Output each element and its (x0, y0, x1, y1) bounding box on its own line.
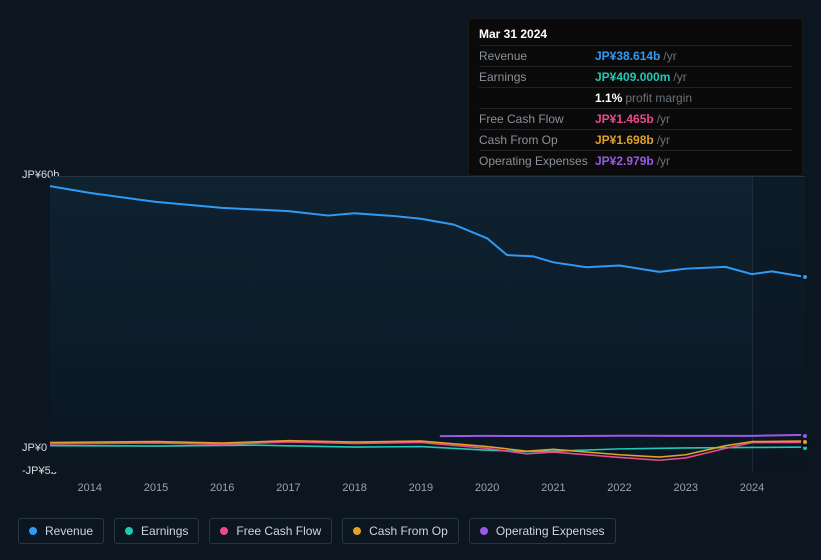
legend-swatch (480, 527, 488, 535)
series-line (50, 445, 805, 451)
tooltip-row-value: 1.1% (595, 91, 622, 105)
tooltip-row-value: JP¥2.979b (595, 154, 654, 168)
x-axis-tick: 2023 (674, 482, 698, 494)
tooltip-row: Free Cash FlowJP¥1.465b/yr (479, 108, 792, 129)
plot-region (50, 176, 805, 472)
tooltip-row: Operating ExpensesJP¥2.979b/yr (479, 150, 792, 171)
tooltip-row: Cash From OpJP¥1.698b/yr (479, 129, 792, 150)
x-axis-tick: 2019 (409, 482, 433, 494)
tooltip-date: Mar 31 2024 (479, 25, 792, 45)
legend-item[interactable]: Cash From Op (342, 518, 459, 544)
chart-area: JP¥60bJP¥0-JP¥5b 20142015201620172018201… (14, 160, 805, 500)
legend-label: Revenue (45, 524, 93, 538)
tooltip-row-unit: /yr (657, 133, 670, 147)
x-axis-tick: 2020 (475, 482, 499, 494)
legend: Revenue Earnings Free Cash Flow Cash From O… (18, 518, 616, 544)
chart-tooltip: Mar 31 2024 RevenueJP¥38.614b/yrEarnings… (468, 18, 803, 176)
tooltip-row-unit: /yr (657, 112, 670, 126)
legend-item[interactable]: Earnings (114, 518, 199, 544)
tooltip-row-value: JP¥409.000m (595, 70, 670, 84)
legend-swatch (220, 527, 228, 535)
x-axis-tick: 2016 (210, 482, 234, 494)
tooltip-row-label (479, 90, 595, 106)
x-axis-tick: 2022 (607, 482, 631, 494)
legend-swatch (29, 527, 37, 535)
tooltip-row-unit: /yr (663, 49, 676, 63)
x-axis-tick: 2021 (541, 482, 565, 494)
x-axis-tick: 2018 (342, 482, 366, 494)
series-endpoint-dot (801, 273, 809, 281)
x-axis-tick: 2017 (276, 482, 300, 494)
tooltip-row-value: JP¥38.614b (595, 49, 660, 63)
tooltip-row-value: JP¥1.698b (595, 133, 654, 147)
tooltip-row-value: JP¥1.465b (595, 112, 654, 126)
tooltip-row-unit: /yr (673, 70, 686, 84)
legend-item[interactable]: Revenue (18, 518, 104, 544)
x-axis-tick: 2014 (77, 482, 101, 494)
tooltip-row-label: Revenue (479, 48, 595, 64)
tooltip-row-label: Free Cash Flow (479, 111, 595, 127)
tooltip-row-label: Cash From Op (479, 132, 595, 148)
series-endpoint-dot (801, 432, 809, 440)
legend-swatch (353, 527, 361, 535)
tooltip-row-unit: /yr (657, 154, 670, 168)
legend-label: Operating Expenses (496, 524, 605, 538)
legend-label: Earnings (141, 524, 188, 538)
y-axis-label: JP¥0 (22, 443, 47, 454)
x-axis-tick: 2015 (144, 482, 168, 494)
tooltip-row: 1.1%profit margin (479, 87, 792, 108)
legend-label: Cash From Op (369, 524, 448, 538)
legend-swatch (125, 527, 133, 535)
legend-label: Free Cash Flow (236, 524, 321, 538)
chart-lines (50, 177, 805, 472)
tooltip-row: EarningsJP¥409.000m/yr (479, 66, 792, 87)
tooltip-row: RevenueJP¥38.614b/yr (479, 45, 792, 66)
legend-item[interactable]: Operating Expenses (469, 518, 616, 544)
x-axis-tick: 2024 (740, 482, 764, 494)
legend-item[interactable]: Free Cash Flow (209, 518, 332, 544)
tooltip-row-label: Earnings (479, 69, 595, 85)
tooltip-row-label: Operating Expenses (479, 153, 595, 169)
series-line (50, 186, 805, 277)
series-line (441, 435, 805, 436)
series-line (50, 442, 805, 460)
tooltip-row-unit: profit margin (625, 91, 692, 105)
